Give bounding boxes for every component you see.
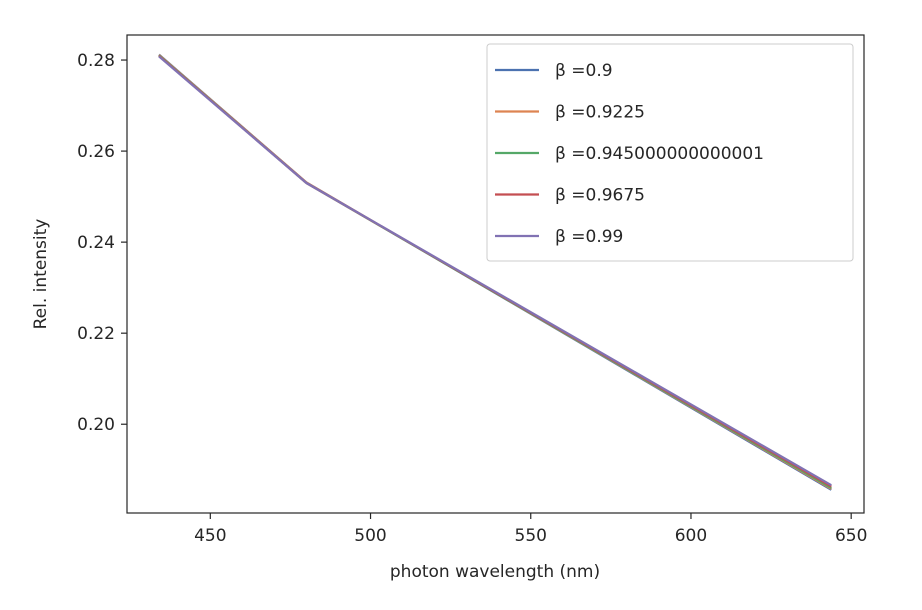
x-tick-label: 450 [194,526,226,546]
legend-label-3: β =0.945000000000001 [555,144,764,164]
y-tick-label: 0.24 [77,233,115,253]
y-tick-label: 0.26 [77,142,115,162]
legend-label-2: β =0.9225 [555,103,645,123]
legend-box [486,43,854,262]
y-axis-ticks: 0.20 0.22 0.24 0.26 0.28 [77,51,127,435]
y-tick-label: 0.28 [77,51,115,71]
x-tick-label: 600 [675,526,707,546]
plot-frame [126,34,865,514]
legend: β =0.9 β =0.9225 β =0.945000000000001 β =0.… [486,43,854,262]
y-tick-label: 0.22 [77,324,115,344]
x-tick-label: 650 [835,526,867,546]
x-axis-label: photon wavelength (nm) [390,562,600,582]
x-tick-label: 550 [515,526,547,546]
y-tick-label: 0.20 [77,415,115,435]
y-axis-label: Rel. intensity [31,219,51,330]
series-line-5 [158,55,832,487]
legend-label-5: β =0.99 [555,227,623,247]
x-tick-label: 500 [354,526,386,546]
series-layer [158,53,832,491]
legend-label-1: β =0.9 [555,61,613,81]
legend-label-4: β =0.9675 [555,186,645,206]
x-axis-ticks: 450 500 550 600 650 [194,513,867,546]
